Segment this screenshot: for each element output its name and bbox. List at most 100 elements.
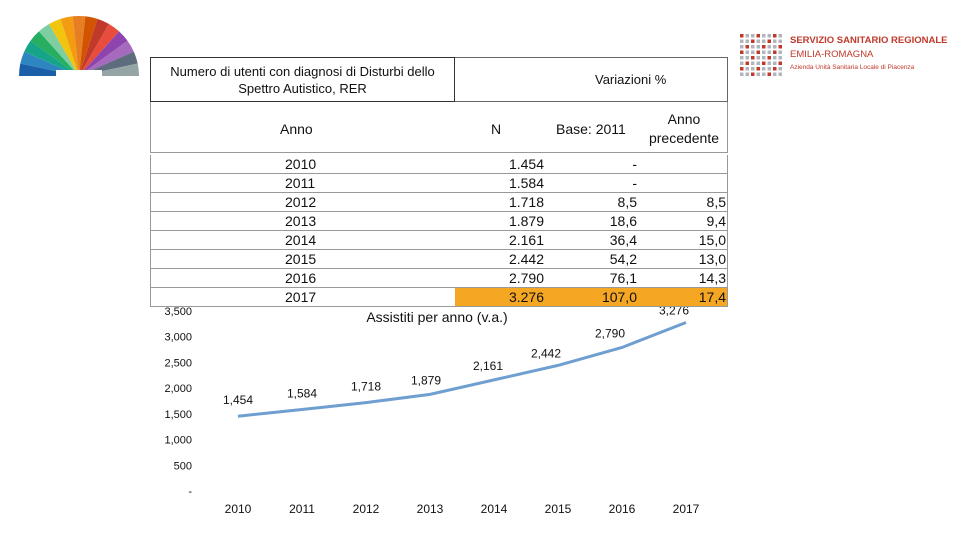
cell-anno: 2017 (285, 289, 317, 305)
logo-dot (773, 39, 777, 43)
cell-anno: 2015 (285, 251, 317, 267)
logo-dot (740, 56, 744, 60)
logo-dot (745, 56, 749, 60)
table-row: 2011 1.584 - (150, 174, 728, 193)
fan-blade (72, 15, 86, 76)
logo-dot (751, 45, 755, 49)
ssr-emilia-romagna-logo: SERVIZIO SANITARIO REGIONALE EMILIA-ROMA… (738, 32, 947, 80)
table-title-text: Numero di utenti con diagnosi di Disturb… (170, 63, 435, 96)
column-header-row (150, 102, 728, 153)
fan-blade (30, 31, 79, 76)
logo-dot (745, 45, 749, 49)
cell-base: - (632, 156, 637, 172)
logo-dot (773, 61, 777, 65)
logo-dot (762, 61, 766, 65)
table-row: 2015 2.442 54,2 13,0 (150, 250, 728, 269)
logo-dot (740, 34, 744, 38)
fan-blade (79, 31, 128, 76)
highlight-2017 (455, 288, 728, 307)
table-row: 2012 1.718 8,5 8,5 (150, 193, 728, 212)
logo-dot (778, 34, 782, 38)
cell-anno: 2010 (285, 156, 317, 172)
y-tick-label: 2,500 (164, 357, 192, 369)
fan-blade (79, 18, 109, 76)
logo-dot (745, 39, 749, 43)
logo-dot (745, 61, 749, 65)
logo-dot (740, 72, 744, 76)
x-tick-label: 2015 (545, 502, 572, 516)
logo-dot (751, 61, 755, 65)
logo-dot (745, 34, 749, 38)
y-tick-label: - (188, 486, 192, 498)
fan-blade (79, 16, 98, 76)
cell-anno: 2014 (285, 232, 317, 248)
logo-dot (745, 67, 749, 71)
cell-n: 1.718 (508, 194, 544, 210)
variazioni-header: Variazioni % (455, 57, 728, 102)
logo-line-3: Azienda Unità Sanitaria Locale di Piacen… (790, 64, 915, 71)
table-row: 2017 3.276 107,0 17,4 (150, 288, 728, 307)
cell-n: 1.879 (508, 213, 544, 229)
cell-prec: 13,0 (698, 251, 726, 267)
y-tick-label: 1,500 (164, 409, 192, 421)
logo-dot (778, 56, 782, 60)
cell-n: 3.276 (508, 289, 544, 305)
logo-dot (767, 56, 771, 60)
cell-n: 1.454 (508, 156, 544, 172)
logo-line-2: EMILIA-ROMAGNA (790, 49, 874, 60)
cell-base: - (632, 175, 637, 191)
logo-dot (756, 56, 760, 60)
logo-dot (773, 67, 777, 71)
y-tick-label: 500 (174, 460, 192, 472)
logo-line-1: SERVIZIO SANITARIO REGIONALE (790, 35, 948, 46)
fan-blade (79, 40, 134, 76)
logo-dot (773, 56, 777, 60)
logo-dot (773, 45, 777, 49)
fan-blade (49, 18, 79, 76)
logo-dot (756, 61, 760, 65)
logo-dot (745, 50, 749, 54)
fan-blade (38, 24, 79, 76)
data-label: 1,718 (351, 380, 381, 394)
logo-dot (740, 61, 744, 65)
data-label: 2,161 (473, 359, 503, 373)
logo-dot (740, 39, 744, 43)
logo-dot (767, 34, 771, 38)
cell-n: 2.442 (508, 251, 544, 267)
x-tick-label: 2017 (673, 502, 700, 516)
y-tick-label: 3,000 (164, 332, 192, 344)
col-header-prec: Anno precedente (648, 111, 720, 146)
x-tick-label: 2011 (289, 502, 315, 516)
logo-dot (767, 39, 771, 43)
cell-base: 8,5 (617, 194, 637, 210)
table-row: 2010 1.454 - (150, 155, 728, 174)
dot-grid-icon (740, 34, 782, 76)
logo-dot (740, 50, 744, 54)
y-tick-label: 3,500 (164, 306, 192, 318)
cell-base: 18,6 (609, 213, 637, 229)
logo-dot (778, 67, 782, 71)
logo-dot (778, 61, 782, 65)
logo-dot (773, 50, 777, 54)
logo-dot (778, 39, 782, 43)
cell-anno: 2016 (285, 270, 317, 286)
cell-prec: 8,5 (706, 194, 726, 210)
fan-blade (60, 16, 79, 76)
data-label: 1,879 (411, 373, 441, 387)
logo-dot (767, 67, 771, 71)
logo-dot (756, 67, 760, 71)
x-tick-label: 2010 (225, 502, 252, 516)
logo-dot (740, 45, 744, 49)
cell-prec: 17,4 (698, 289, 726, 305)
chart-title: Assistiti per anno (v.a.) (366, 309, 507, 325)
logo-dot (778, 72, 782, 76)
logo-dot (751, 39, 755, 43)
logo-dot (751, 34, 755, 38)
logo-dot (740, 67, 744, 71)
logo-dot (767, 72, 771, 76)
table-title: Numero di utenti con diagnosi di Disturb… (150, 57, 455, 102)
x-tick-label: 2014 (481, 502, 508, 516)
logo-dot (762, 45, 766, 49)
fan-hub (56, 70, 102, 76)
